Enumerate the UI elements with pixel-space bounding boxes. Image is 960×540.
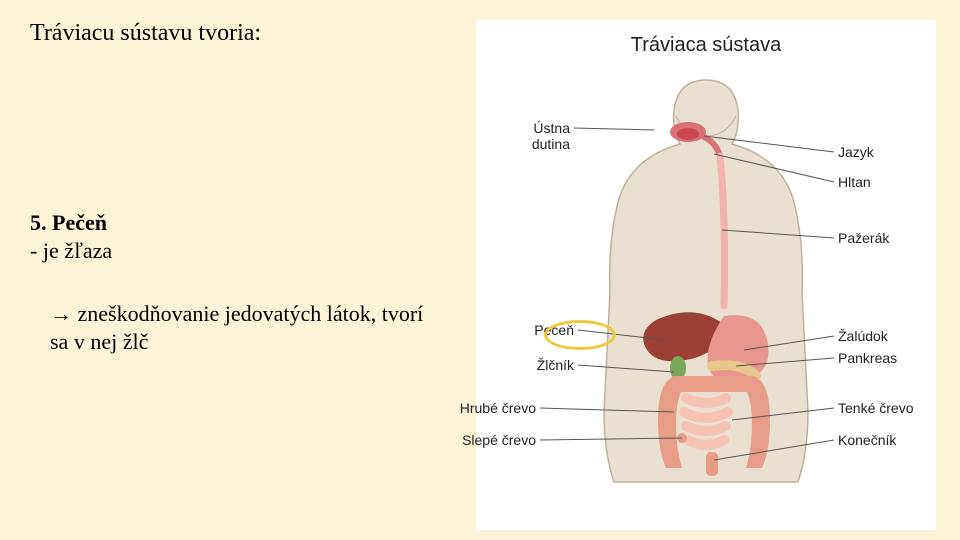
slide: Tráviacu sústavu tvoria: 5. Pečeň - je ž… <box>12 10 948 530</box>
section-sub: - je žľaza <box>30 238 112 264</box>
diagram-panel: Tráviaca sústava <box>476 20 936 530</box>
label-jazyk: Jazyk <box>838 144 874 160</box>
label-hltan: Hltan <box>838 174 871 190</box>
highlight-oval <box>544 320 616 350</box>
anatomy-illustration <box>476 20 936 530</box>
label-zaludok: Žalúdok <box>838 328 888 344</box>
label-tenke-crevo: Tenké črevo <box>838 400 913 416</box>
section-number: 5. <box>30 210 47 235</box>
label-konecnik: Konečník <box>838 432 896 448</box>
label-pazerak: Pažerák <box>838 230 889 246</box>
label-ustna-dutina: Ústnadutina <box>532 120 570 152</box>
detail-text: zneškodňovanie jedovatých látok, tvorí s… <box>50 301 423 354</box>
label-slepe-crevo: Slepé črevo <box>462 432 536 448</box>
section-detail: → zneškodňovanie jedovatých látok, tvorí… <box>50 300 430 355</box>
label-pankreas: Pankreas <box>838 350 897 366</box>
page-heading: Tráviacu sústavu tvoria: <box>30 20 261 47</box>
label-zlcnik: Žlčník <box>537 357 574 373</box>
arrow-icon: → <box>50 301 72 326</box>
section-name: Pečeň <box>52 210 107 235</box>
section-title: 5. Pečeň <box>30 210 107 236</box>
label-hrube-crevo: Hrubé črevo <box>460 400 536 416</box>
